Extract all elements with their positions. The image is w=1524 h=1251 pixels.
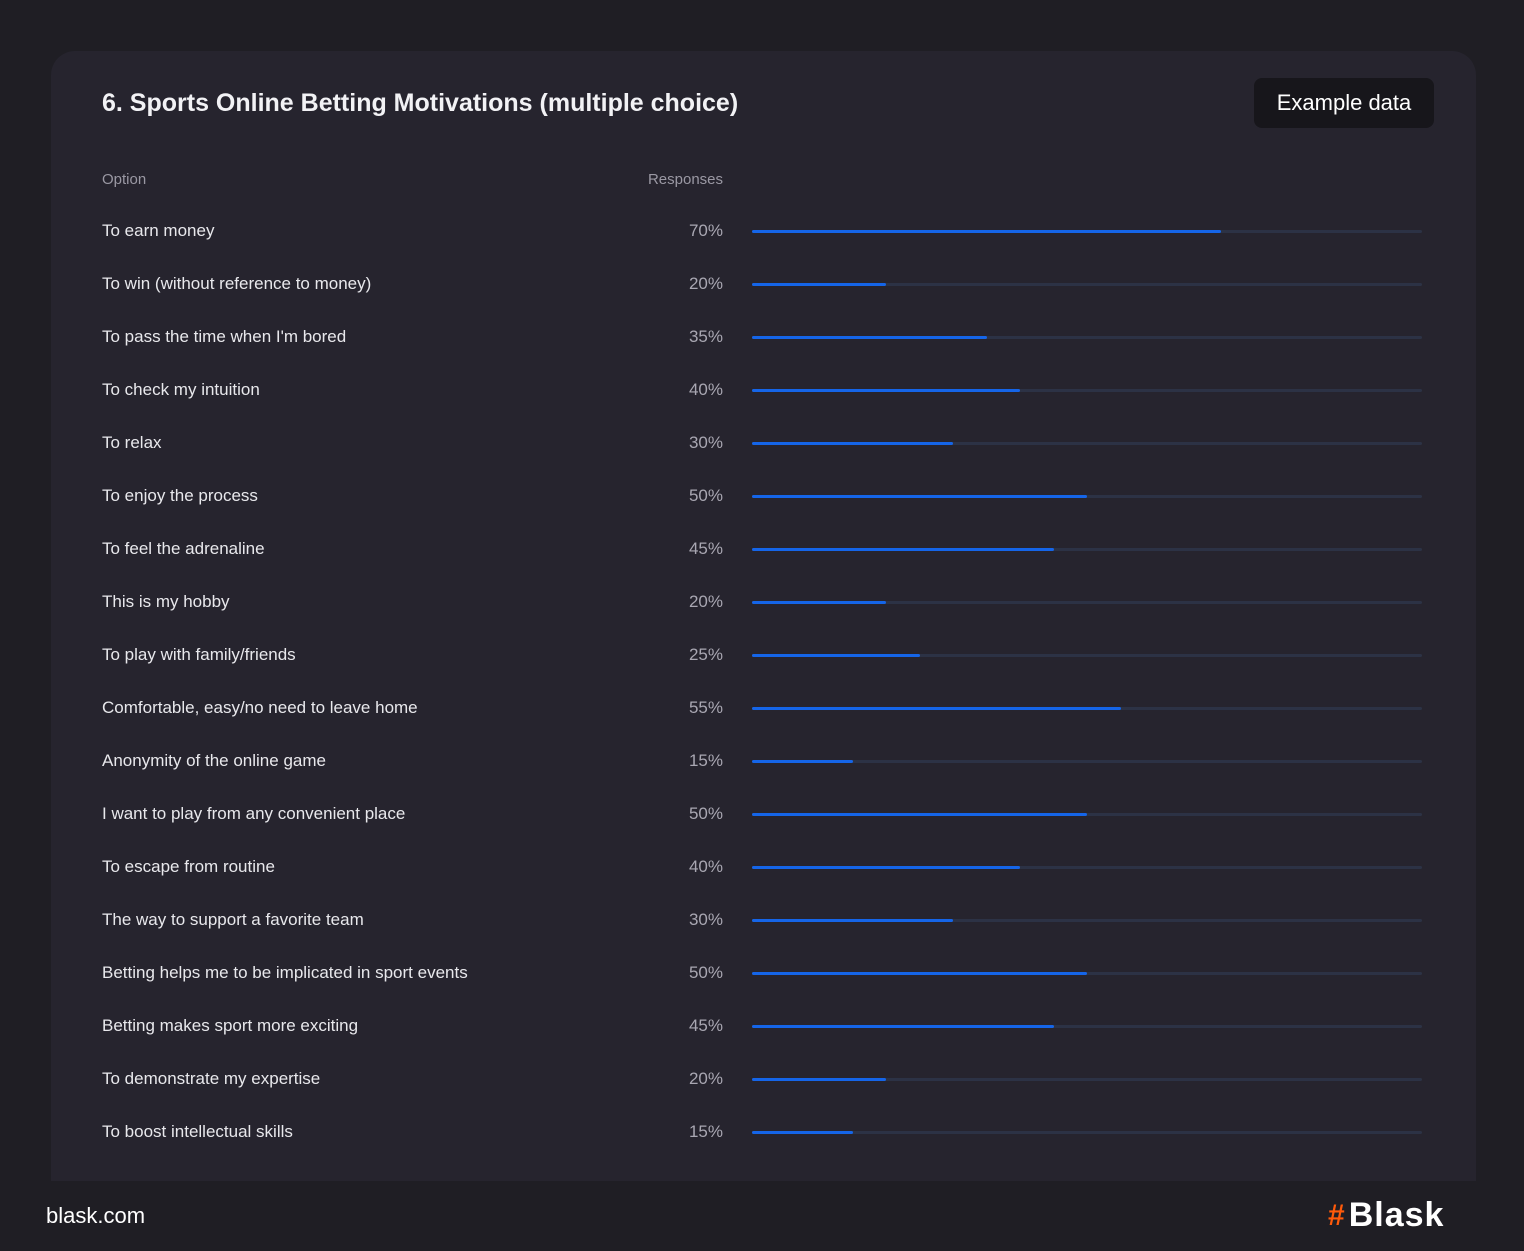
category-label: To demonstrate my expertise bbox=[102, 1069, 321, 1088]
bar bbox=[752, 495, 1087, 498]
bar-track bbox=[752, 1131, 1422, 1134]
example-data-badge[interactable]: Example data bbox=[1254, 78, 1434, 128]
bar bbox=[752, 919, 953, 922]
value-label: 30% bbox=[688, 910, 723, 929]
bar-track bbox=[752, 707, 1422, 710]
value-label: 40% bbox=[688, 857, 723, 876]
chart-row: To pass the time when I'm bored 35% bbox=[51, 327, 1476, 380]
site-link[interactable]: blask.com bbox=[46, 1203, 146, 1228]
blask-logo: # Blask bbox=[1328, 1196, 1444, 1235]
bar-track bbox=[752, 972, 1422, 975]
bar bbox=[752, 1025, 1054, 1028]
column-header-responses: Responses bbox=[647, 171, 723, 188]
bar bbox=[752, 389, 1020, 392]
bar-track bbox=[752, 230, 1422, 233]
brand-name: Blask bbox=[1348, 1196, 1445, 1234]
value-label: 15% bbox=[688, 1122, 723, 1141]
bar bbox=[752, 813, 1087, 816]
category-label: To win (without reference to money) bbox=[102, 274, 372, 293]
category-label: The way to support a favorite team bbox=[102, 910, 364, 929]
value-label: 50% bbox=[688, 804, 723, 823]
value-label: 20% bbox=[688, 592, 723, 611]
bar-track bbox=[752, 1025, 1422, 1028]
bar-track bbox=[752, 495, 1422, 498]
category-label: Betting helps me to be implicated in spo… bbox=[102, 963, 468, 982]
value-label: 30% bbox=[688, 433, 723, 452]
chart-row: Comfortable, easy/no need to leave home … bbox=[51, 698, 1476, 751]
bar bbox=[752, 654, 920, 657]
category-label: Comfortable, easy/no need to leave home bbox=[102, 698, 418, 717]
bar bbox=[752, 707, 1121, 710]
chart-row: To escape from routine 40% bbox=[51, 857, 1476, 910]
bar bbox=[752, 336, 987, 339]
category-label: I want to play from any convenient place bbox=[102, 804, 406, 823]
bar bbox=[752, 283, 886, 286]
category-label: To pass the time when I'm bored bbox=[102, 327, 347, 346]
chart-row: I want to play from any convenient place… bbox=[51, 804, 1476, 857]
bar-track bbox=[752, 601, 1422, 604]
value-label: 40% bbox=[688, 380, 723, 399]
column-header-option: Option bbox=[102, 171, 147, 188]
value-label: 45% bbox=[688, 1016, 723, 1035]
chart-row: Anonymity of the online game 15% bbox=[51, 751, 1476, 804]
chart-row: This is my hobby 20% bbox=[51, 592, 1476, 645]
chart-row: Betting makes sport more exciting 45% bbox=[51, 1016, 1476, 1069]
bar-track bbox=[752, 866, 1422, 869]
bar-track bbox=[752, 336, 1422, 339]
category-label: To relax bbox=[102, 433, 162, 452]
chart-title: 6. Sports Online Betting Motivations (mu… bbox=[102, 89, 739, 117]
bar bbox=[752, 442, 953, 445]
bar bbox=[752, 548, 1054, 551]
value-label: 20% bbox=[688, 274, 723, 293]
bar-track bbox=[752, 654, 1422, 657]
chart-row: To enjoy the process 50% bbox=[51, 486, 1476, 539]
category-label: To check my intuition bbox=[102, 380, 260, 399]
category-label: To earn money bbox=[102, 221, 215, 240]
bar bbox=[752, 972, 1087, 975]
value-label: 15% bbox=[688, 751, 723, 770]
bar-track bbox=[752, 1078, 1422, 1081]
value-label: 35% bbox=[688, 327, 723, 346]
chart-row: To play with family/friends 25% bbox=[51, 645, 1476, 698]
hash-icon: # bbox=[1328, 1198, 1345, 1232]
bar-track bbox=[752, 760, 1422, 763]
chart-row: To demonstrate my expertise 20% bbox=[51, 1069, 1476, 1122]
bar bbox=[752, 1078, 886, 1081]
bar bbox=[752, 760, 853, 763]
value-label: 20% bbox=[688, 1069, 723, 1088]
value-label: 50% bbox=[688, 963, 723, 982]
chart-card: 6. Sports Online Betting Motivations (mu… bbox=[51, 51, 1476, 1181]
bar bbox=[752, 230, 1221, 233]
chart-row: To feel the adrenaline 45% bbox=[51, 539, 1476, 592]
category-label: To feel the adrenaline bbox=[102, 539, 265, 558]
chart-row: To relax 30% bbox=[51, 433, 1476, 486]
chart-row: To win (without reference to money) 20% bbox=[51, 274, 1476, 327]
category-label: This is my hobby bbox=[102, 592, 230, 611]
category-label: To enjoy the process bbox=[102, 486, 258, 505]
bar bbox=[752, 866, 1020, 869]
value-label: 50% bbox=[688, 486, 723, 505]
bar-track bbox=[752, 548, 1422, 551]
chart-row: To earn money 70% bbox=[51, 221, 1476, 274]
bar-track bbox=[752, 389, 1422, 392]
value-label: 45% bbox=[688, 539, 723, 558]
bar-track bbox=[752, 283, 1422, 286]
chart-row: To boost intellectual skills 15% bbox=[51, 1122, 1476, 1175]
category-label: To boost intellectual skills bbox=[102, 1122, 293, 1141]
bar bbox=[752, 601, 886, 604]
category-label: Anonymity of the online game bbox=[102, 751, 326, 770]
value-label: 70% bbox=[688, 221, 723, 240]
bar-track bbox=[752, 919, 1422, 922]
bar-track bbox=[752, 813, 1422, 816]
value-label: 55% bbox=[688, 698, 723, 717]
category-label: To escape from routine bbox=[102, 857, 275, 876]
chart-row: Betting helps me to be implicated in spo… bbox=[51, 963, 1476, 1016]
category-label: Betting makes sport more exciting bbox=[102, 1016, 359, 1035]
bar-track bbox=[752, 442, 1422, 445]
value-label: 25% bbox=[688, 645, 723, 664]
bar bbox=[752, 1131, 853, 1134]
chart-row: To check my intuition 40% bbox=[51, 380, 1476, 433]
chart-row: The way to support a favorite team 30% bbox=[51, 910, 1476, 963]
category-label: To play with family/friends bbox=[102, 645, 296, 664]
